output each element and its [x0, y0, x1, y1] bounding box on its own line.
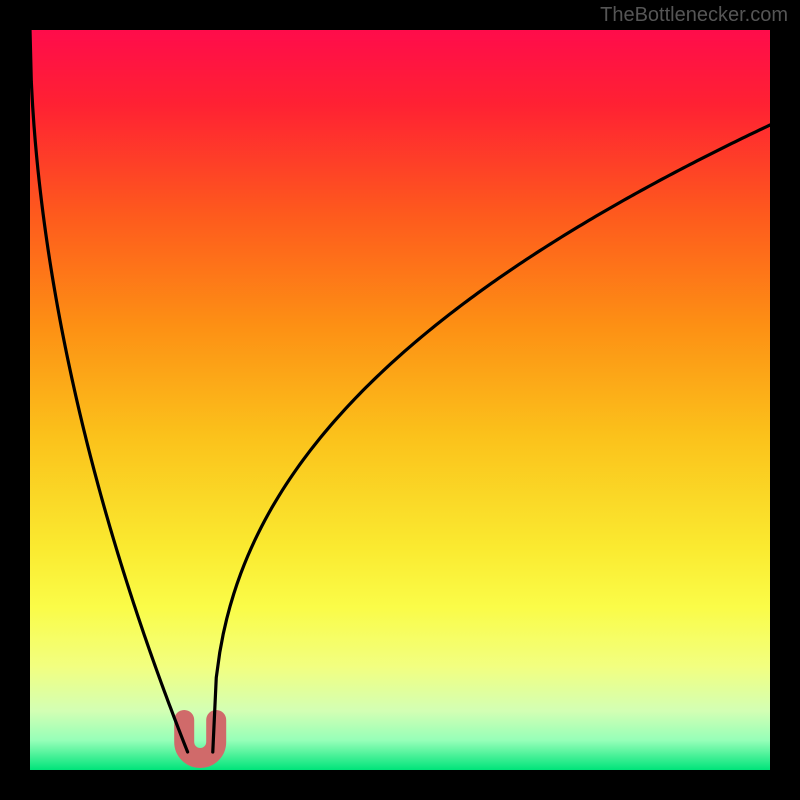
- chart-container: TheBottlenecker.com: [0, 0, 800, 800]
- bottleneck-chart: [0, 0, 800, 800]
- attribution-text: TheBottlenecker.com: [600, 4, 788, 27]
